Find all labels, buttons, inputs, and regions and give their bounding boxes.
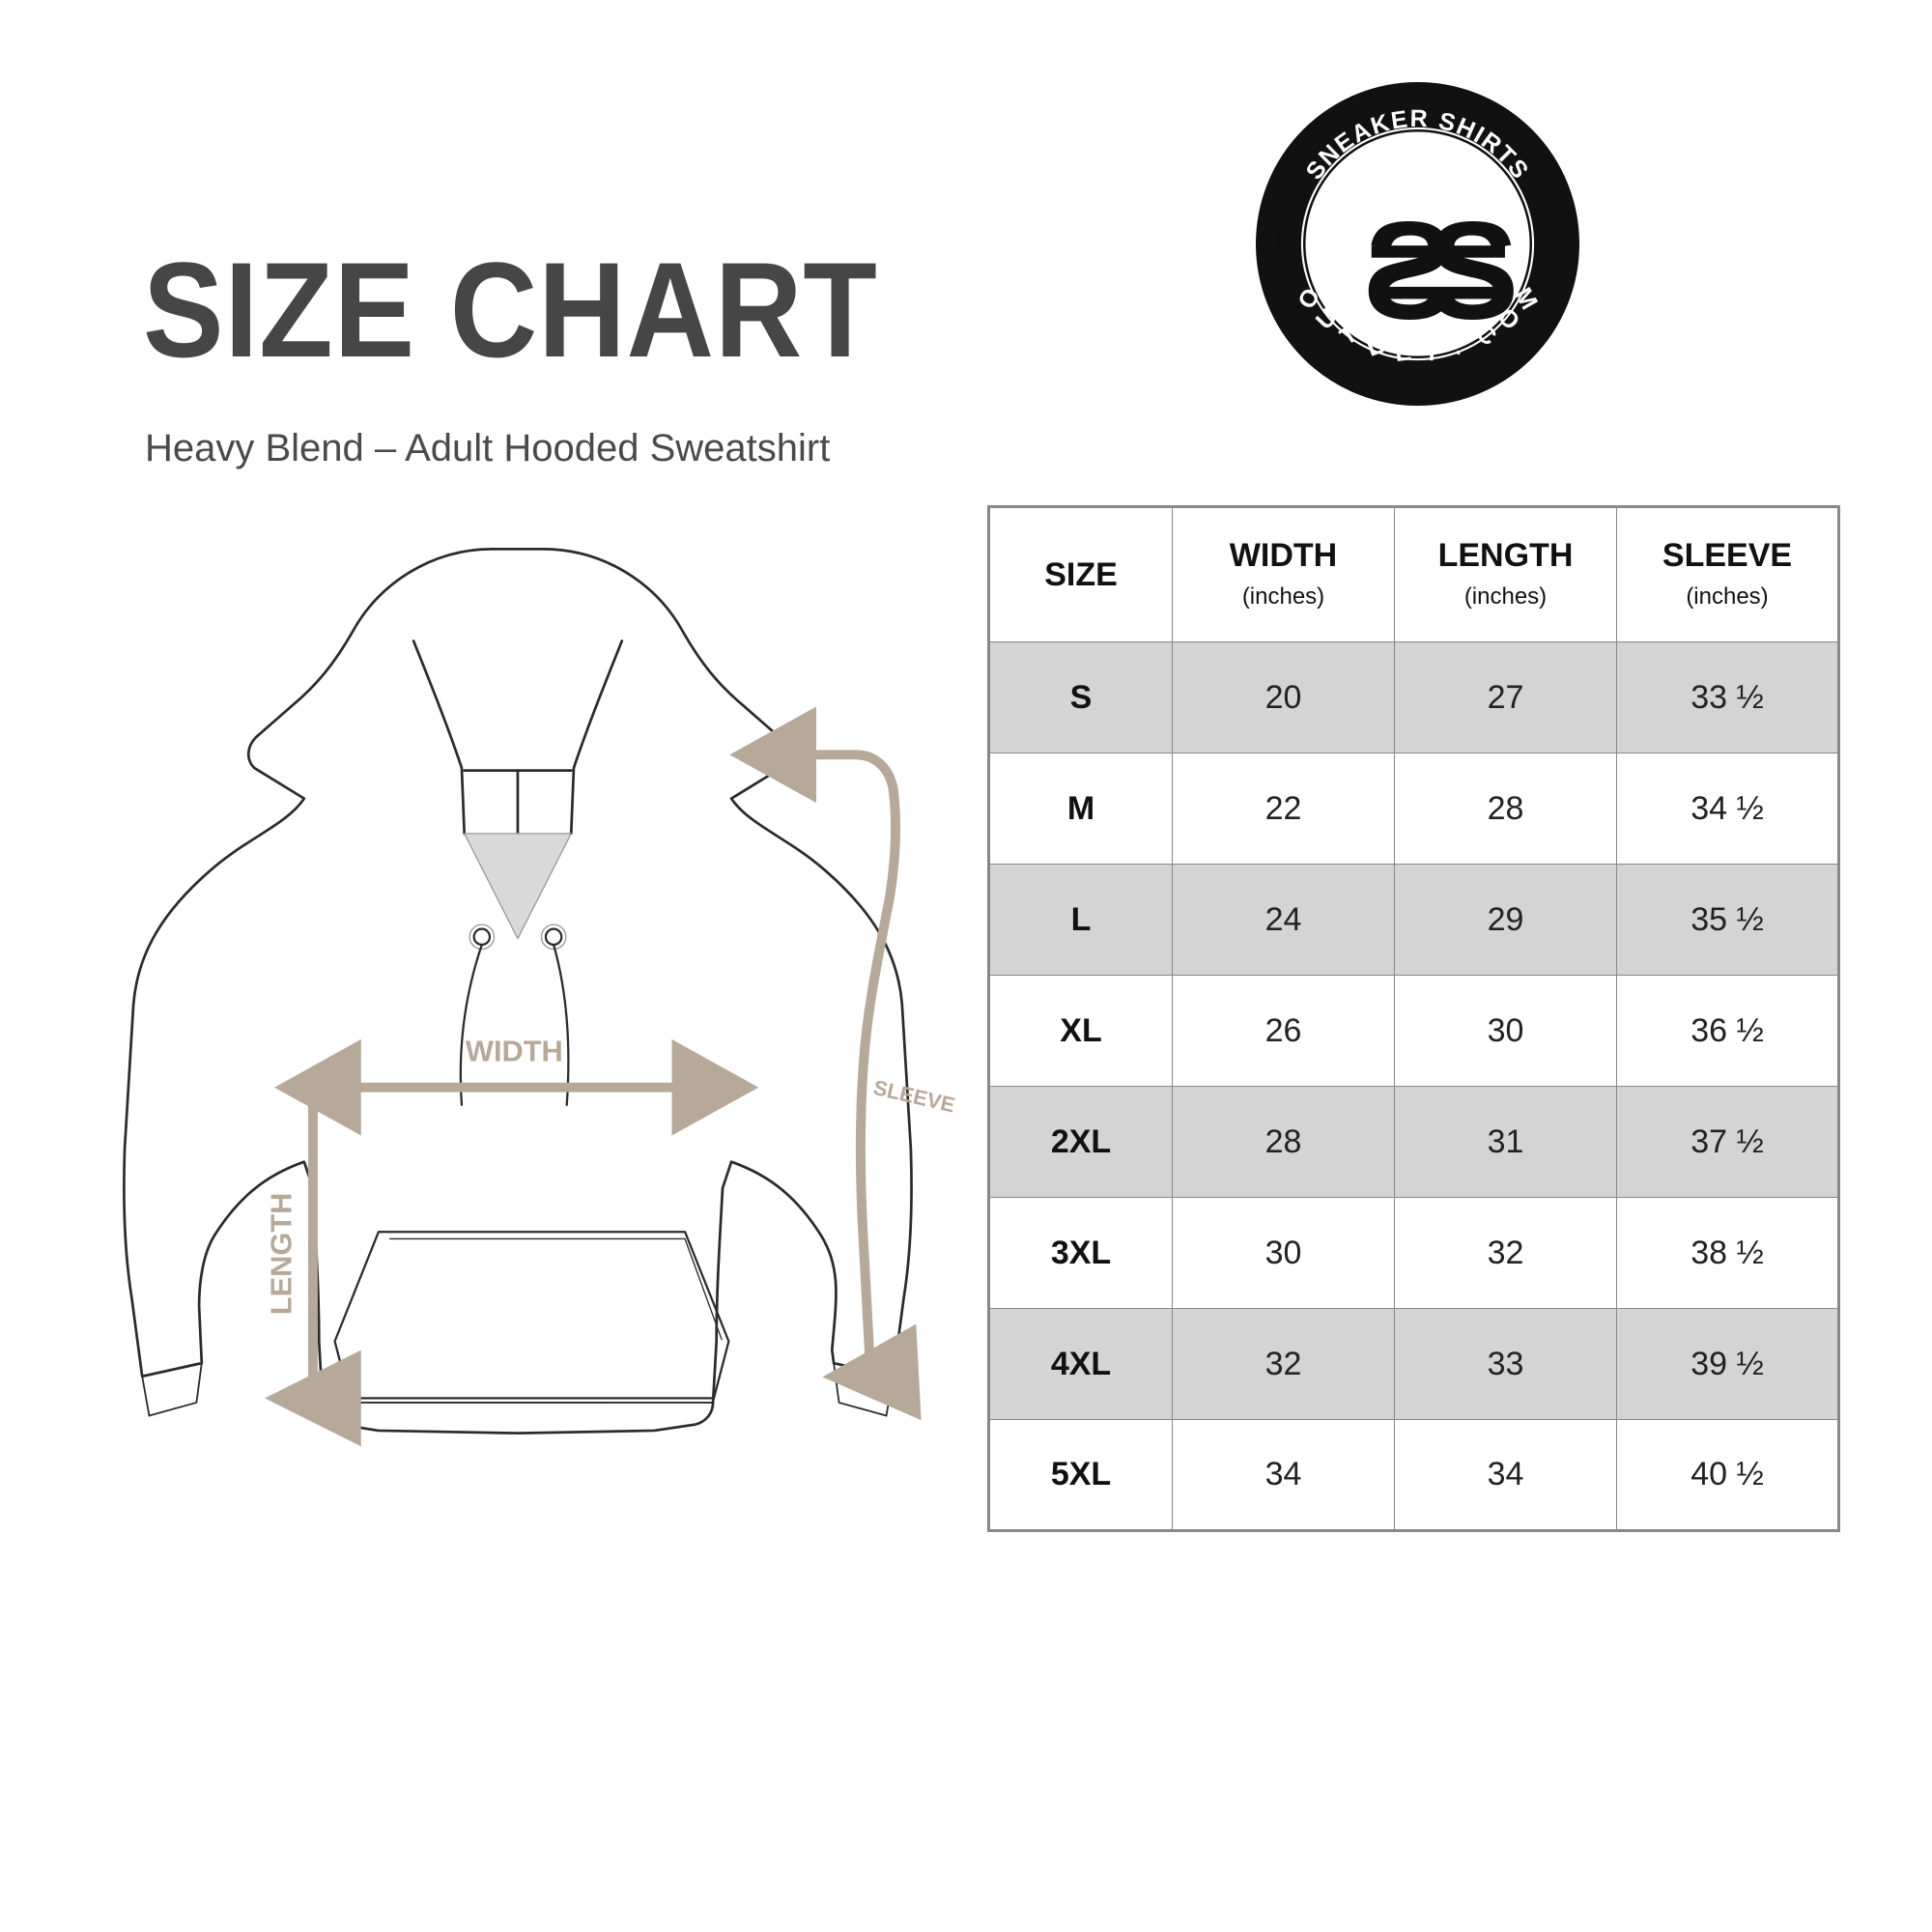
- svg-text:WIDTH: WIDTH: [466, 1035, 563, 1068]
- svg-text:LENGTH: LENGTH: [264, 1193, 298, 1316]
- svg-text:SLEEVE: SLEEVE: [871, 1075, 956, 1118]
- svg-text:S: S: [1426, 193, 1519, 349]
